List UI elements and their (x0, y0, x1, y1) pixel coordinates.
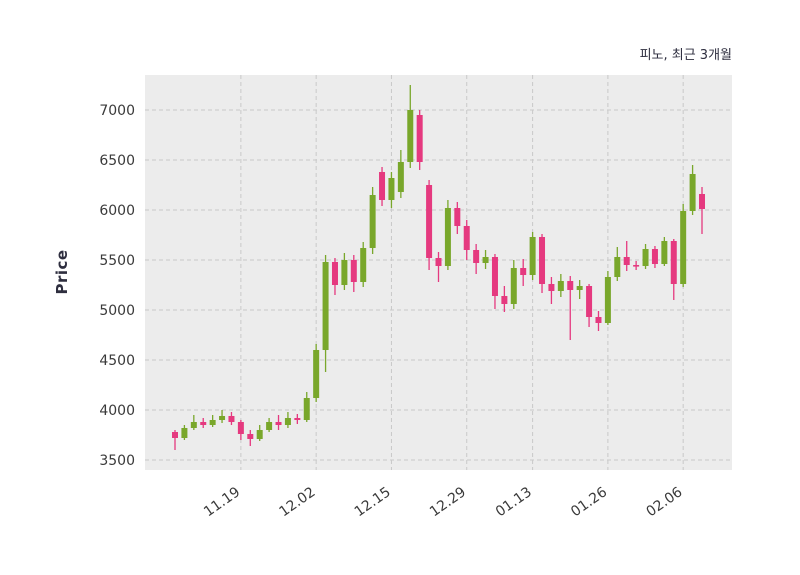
x-tick-label: 01.13 (493, 484, 535, 520)
candle-body (680, 211, 687, 284)
candle-body (633, 265, 640, 267)
candle-body (510, 268, 517, 304)
candle-body (426, 185, 433, 258)
y-tick-label: 5000 (99, 303, 135, 319)
y-tick-label: 7000 (99, 103, 135, 119)
candle-body (256, 430, 263, 439)
candle-body (200, 422, 207, 425)
candle-body (623, 257, 630, 265)
candle-body (435, 258, 442, 266)
candle-body (294, 418, 301, 420)
candle-body (501, 296, 508, 304)
candle-body (670, 241, 677, 284)
candle-body (642, 249, 649, 266)
candle-body (237, 422, 244, 434)
candle-body (567, 281, 574, 290)
x-tick-label: 01.26 (568, 484, 610, 520)
candle-body (322, 262, 329, 350)
y-tick-label: 5500 (99, 253, 135, 269)
candle-body (360, 248, 367, 282)
candle-body (303, 398, 310, 420)
candle-body (266, 422, 273, 430)
candle-body (275, 422, 282, 425)
y-axis-label: Price (53, 249, 71, 295)
chart-title: 피노, 최근 3개월 (639, 48, 732, 63)
y-tick-label: 6000 (99, 203, 135, 219)
candle-body (689, 174, 696, 211)
candle-body (595, 317, 602, 323)
candle-body (331, 262, 338, 285)
candle-body (520, 268, 527, 275)
candle-body (228, 416, 235, 422)
candle-body (379, 172, 386, 200)
x-tick-label: 12.15 (352, 484, 394, 520)
x-tick-label: 12.29 (427, 484, 469, 520)
candle-body (548, 284, 555, 291)
candle-body (209, 420, 216, 425)
candle-body (369, 195, 376, 248)
candle-body (614, 257, 621, 277)
candle-body (181, 428, 188, 438)
candle-body (313, 350, 320, 398)
y-tick-label: 6500 (99, 153, 135, 169)
x-tick-label: 11.19 (201, 484, 243, 520)
y-tick-label: 3500 (99, 453, 135, 469)
candle-body (604, 277, 611, 323)
candle-body (699, 194, 705, 209)
candle-body (219, 416, 226, 420)
x-tick-label: 02.06 (643, 484, 685, 520)
candle-body (586, 286, 593, 317)
candle-body (463, 226, 470, 250)
candle-body (407, 110, 414, 162)
y-tick-label: 4500 (99, 353, 135, 369)
candle-body (557, 281, 564, 291)
candle-body (284, 418, 291, 425)
candle-body (473, 250, 480, 263)
candle-body (491, 257, 498, 296)
candle-body (172, 432, 178, 438)
candle-body (454, 208, 461, 226)
candle-body (651, 249, 658, 264)
candle-body (444, 208, 451, 266)
candle-body (397, 162, 404, 192)
candle-body (661, 241, 668, 264)
candle-body (350, 260, 357, 282)
x-tick-label: 12.02 (276, 484, 318, 520)
candle-body (482, 257, 489, 263)
candle-body (529, 237, 536, 275)
candle-body (416, 115, 423, 162)
candle-body (247, 434, 254, 439)
candle-body (190, 422, 197, 428)
candle-body (341, 260, 348, 285)
candle-body (539, 237, 546, 284)
candle-body (576, 286, 583, 290)
candle-body (388, 178, 395, 200)
y-tick-label: 4000 (99, 403, 135, 419)
